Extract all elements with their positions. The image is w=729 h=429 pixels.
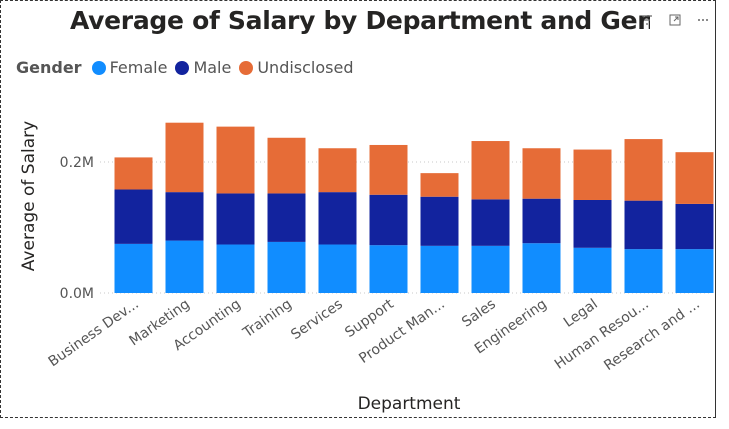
bar-segment-undisclosed[interactable] — [420, 173, 459, 197]
bar-segment-male[interactable] — [471, 199, 510, 246]
y-tick-label: 0.2M — [60, 155, 94, 171]
bar-segment-female[interactable] — [114, 243, 153, 293]
y-axis-title: Average of Salary — [19, 121, 39, 271]
visual-frame — [0, 0, 716, 418]
bar-segment-undisclosed[interactable] — [267, 137, 306, 194]
legend-item-undisclosed[interactable]: Undisclosed — [239, 58, 354, 77]
bar-segment-undisclosed[interactable] — [216, 126, 255, 194]
bar-segment-female[interactable] — [369, 245, 408, 293]
bar-segment-undisclosed[interactable] — [114, 157, 153, 190]
bar-segment-female[interactable] — [573, 247, 612, 293]
more-options-icon[interactable] — [696, 12, 710, 26]
legend-label-undisclosed: Undisclosed — [257, 58, 354, 77]
legend-item-male[interactable]: Male — [175, 58, 231, 77]
legend-item-female[interactable]: Female — [91, 58, 168, 77]
bar-segment-female[interactable] — [522, 243, 561, 293]
x-axis-ticks: Business Dev...MarketingAccountingTraini… — [46, 296, 703, 374]
focus-mode-icon[interactable] — [668, 12, 682, 26]
y-axis-ticks: 0.0M 0.2M — [60, 155, 94, 302]
x-axis-title: Department — [358, 394, 461, 414]
bar-segment-undisclosed[interactable] — [165, 122, 204, 193]
legend-dot-male — [175, 60, 190, 75]
bar-segment-male[interactable] — [318, 192, 357, 245]
y-tick-label: 0.0M — [60, 286, 94, 302]
bar-segment-undisclosed[interactable] — [624, 139, 663, 201]
x-tick-label: Business Dev... — [46, 296, 142, 370]
bar-segment-female[interactable] — [420, 245, 459, 293]
x-tick-label: Legal — [561, 296, 601, 331]
bar-segment-female[interactable] — [471, 245, 510, 293]
bar-segment-male[interactable] — [165, 192, 204, 241]
bar-segment-male[interactable] — [522, 198, 561, 244]
bar-segment-male[interactable] — [114, 189, 153, 244]
bar-segment-male[interactable] — [624, 200, 663, 250]
filter-icon[interactable] — [640, 12, 654, 26]
visual-header-icons — [640, 12, 710, 26]
bars — [114, 122, 714, 293]
chart-title: Average of Salary by Department and Gend… — [70, 6, 650, 35]
bar-segment-undisclosed[interactable] — [471, 141, 510, 200]
x-tick-label: Product Man... — [356, 296, 448, 367]
x-tick-label: Services — [288, 296, 346, 343]
bar-segment-female[interactable] — [675, 249, 714, 293]
bar-segment-male[interactable] — [573, 199, 612, 248]
bar-segment-undisclosed[interactable] — [573, 149, 612, 200]
bar-segment-female[interactable] — [318, 244, 357, 293]
bar-segment-undisclosed[interactable] — [318, 148, 357, 193]
bar-segment-female[interactable] — [624, 249, 663, 293]
bar-segment-male[interactable] — [369, 194, 408, 246]
bar-segment-undisclosed[interactable] — [675, 152, 714, 204]
x-tick-label: Training — [240, 296, 295, 341]
x-tick-label: Sales — [459, 296, 499, 330]
legend-dot-undisclosed — [239, 60, 254, 75]
bar-segment-male[interactable] — [675, 203, 714, 250]
legend-dot-female — [91, 60, 106, 75]
bar-segment-female[interactable] — [267, 241, 306, 293]
legend: Gender Female Male Undisclosed — [16, 58, 362, 77]
legend-label-female: Female — [109, 58, 168, 77]
x-tick-label: Research and ... — [601, 296, 703, 374]
bar-segment-male[interactable] — [267, 193, 306, 242]
bar-segment-female[interactable] — [165, 240, 204, 293]
legend-title: Gender — [16, 58, 82, 77]
bar-segment-male[interactable] — [216, 193, 255, 245]
legend-label-male: Male — [193, 58, 232, 77]
bar-segment-undisclosed[interactable] — [369, 144, 408, 195]
bar-segment-undisclosed[interactable] — [522, 148, 561, 199]
bar-segment-female[interactable] — [216, 244, 255, 293]
bar-segment-male[interactable] — [420, 196, 459, 246]
